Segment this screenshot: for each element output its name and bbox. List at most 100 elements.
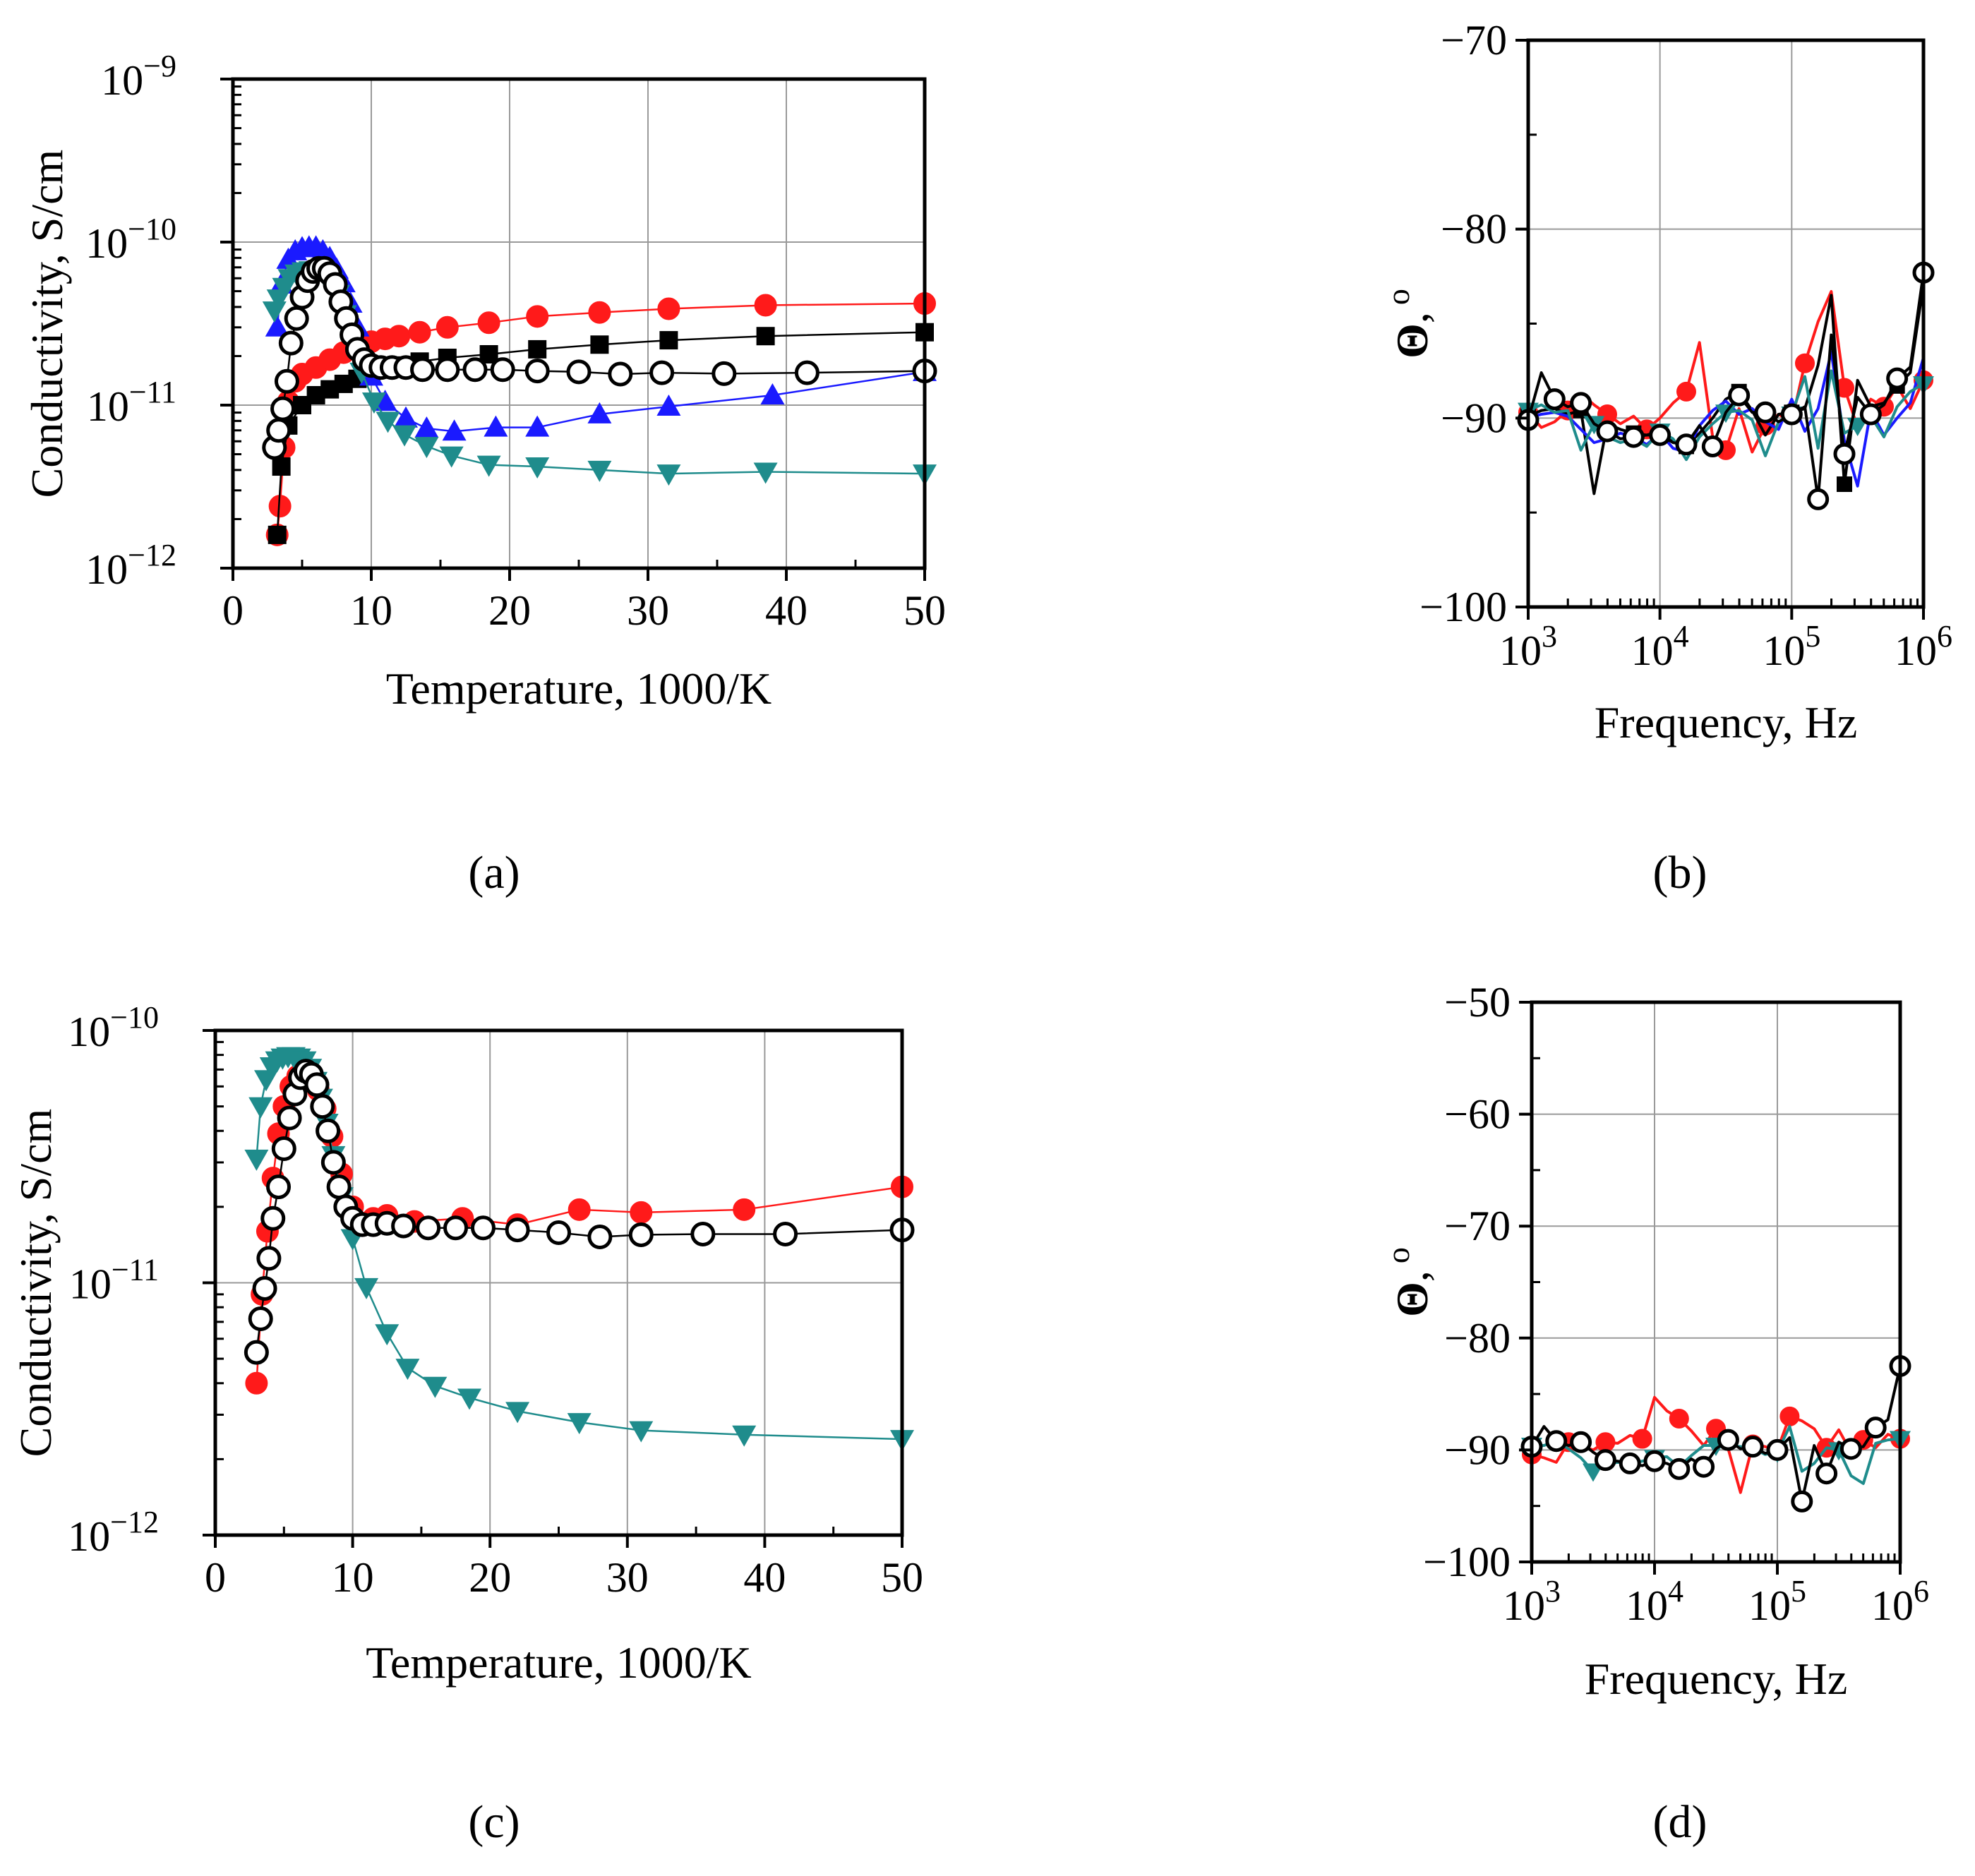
y-tick-label-base: 10 — [85, 546, 128, 593]
data-point — [1594, 1449, 1616, 1472]
x-tick-label: 40 — [743, 1554, 786, 1601]
x-tick-label-exp: 4 — [1668, 1574, 1683, 1609]
data-point — [587, 402, 612, 423]
data-point — [391, 1213, 416, 1239]
series-line — [1530, 1366, 1902, 1503]
data-point — [316, 1118, 341, 1143]
data-point — [753, 462, 778, 484]
y-tick-label: −70 — [1441, 17, 1507, 64]
data-point — [1728, 384, 1751, 407]
y-tick-label: 10−10 — [68, 1000, 159, 1055]
data-point — [587, 460, 612, 482]
y-axis-title: Conductivity, S/cm — [22, 150, 72, 498]
data-point — [1619, 1452, 1641, 1474]
grid-c — [215, 1030, 902, 1535]
x-tick-label-base: 10 — [1763, 627, 1805, 674]
y-tick-label: 10−12 — [68, 1505, 159, 1560]
panel-label-d: (d) — [1653, 1796, 1707, 1848]
series-a-black-open-circles — [262, 255, 937, 460]
data-point — [525, 415, 550, 437]
data-point — [477, 311, 500, 335]
y-axis-unit: o — [1380, 1247, 1416, 1263]
y-tick-label: −80 — [1441, 206, 1507, 253]
data-point — [608, 361, 633, 387]
series-b-blue — [1527, 350, 1925, 488]
major-ticks-d — [1519, 1001, 1902, 1575]
data-point — [773, 1221, 798, 1246]
x-tick-label: 10 — [332, 1554, 374, 1601]
data-point — [629, 1421, 654, 1443]
data-point — [1570, 392, 1592, 414]
data-point — [320, 1150, 346, 1175]
series-d-black-open-circles — [1520, 1354, 1911, 1513]
data-point — [414, 437, 439, 459]
plot-frame — [231, 77, 927, 570]
minor-ticks-b — [1528, 133, 1919, 607]
data-point — [439, 446, 464, 468]
data-point — [490, 357, 515, 383]
data-point — [628, 1222, 654, 1247]
y-tick-label-exp: −11 — [112, 1253, 159, 1287]
y-tick-label: 10−11 — [87, 375, 176, 430]
data-point — [262, 301, 287, 323]
data-point — [1676, 381, 1696, 402]
data-point — [244, 1149, 269, 1171]
data-point — [733, 1198, 756, 1221]
data-point — [388, 325, 411, 348]
data-point — [1693, 1455, 1715, 1478]
data-point — [354, 1277, 379, 1299]
major-ticks-a — [220, 78, 926, 581]
data-point — [248, 1097, 273, 1119]
data-point — [1675, 433, 1698, 456]
data-point — [1780, 403, 1803, 426]
x-tick-label: 105 — [1763, 619, 1820, 674]
x-tick-label: 105 — [1748, 1574, 1806, 1629]
data-point — [1795, 353, 1815, 373]
y-tick-label-base: 10 — [87, 383, 129, 430]
series-line — [1527, 272, 1925, 501]
data-point — [278, 330, 304, 356]
data-point — [656, 464, 681, 486]
data-point — [254, 1070, 279, 1092]
x-axis-title: Temperature, 1000/K — [366, 1637, 751, 1688]
data-point — [442, 419, 467, 441]
x-tick-label: 50 — [881, 1554, 923, 1601]
data-point — [732, 1425, 757, 1447]
series-line — [1527, 350, 1925, 488]
data-point — [1859, 403, 1882, 426]
y-axis-title: Θ, o — [1380, 289, 1437, 359]
data-point — [1668, 1457, 1691, 1480]
y-tick-label: −50 — [1444, 979, 1511, 1026]
x-axis-title: Frequency, Hz — [1585, 1654, 1848, 1704]
y-axis-title: Θ, o — [1380, 1247, 1437, 1317]
data-point — [588, 301, 611, 324]
y-tick-label-exp: −10 — [110, 1000, 159, 1035]
data-point — [528, 339, 547, 359]
x-tick-label: 106 — [1895, 619, 1952, 674]
data-point — [1815, 1462, 1838, 1485]
data-point — [361, 392, 386, 414]
data-point — [1837, 476, 1852, 493]
y-tick-label-base: 10 — [85, 220, 128, 267]
x-tick-label: 40 — [765, 587, 808, 634]
data-point — [408, 320, 431, 344]
panel-a: 0 10 20 30 40 5010−1210−1110−1010−9Temperatur… — [22, 49, 946, 898]
data-point — [1839, 1438, 1862, 1460]
data-point — [1886, 367, 1909, 390]
data-point — [566, 359, 592, 385]
x-tick-label-exp: 5 — [1791, 1574, 1806, 1609]
data-point — [690, 1221, 716, 1246]
data-point — [462, 357, 488, 383]
y-tick-label: 10−11 — [69, 1253, 159, 1308]
data-point — [248, 1306, 273, 1332]
x-tick-label: 104 — [1631, 619, 1689, 674]
data-point — [1596, 420, 1619, 443]
data-point — [1779, 1406, 1800, 1426]
data-point — [1807, 488, 1830, 510]
data-point — [587, 1224, 613, 1249]
data-point — [1570, 1431, 1592, 1453]
y-tick-label: −80 — [1444, 1315, 1511, 1361]
data-point — [272, 457, 291, 476]
